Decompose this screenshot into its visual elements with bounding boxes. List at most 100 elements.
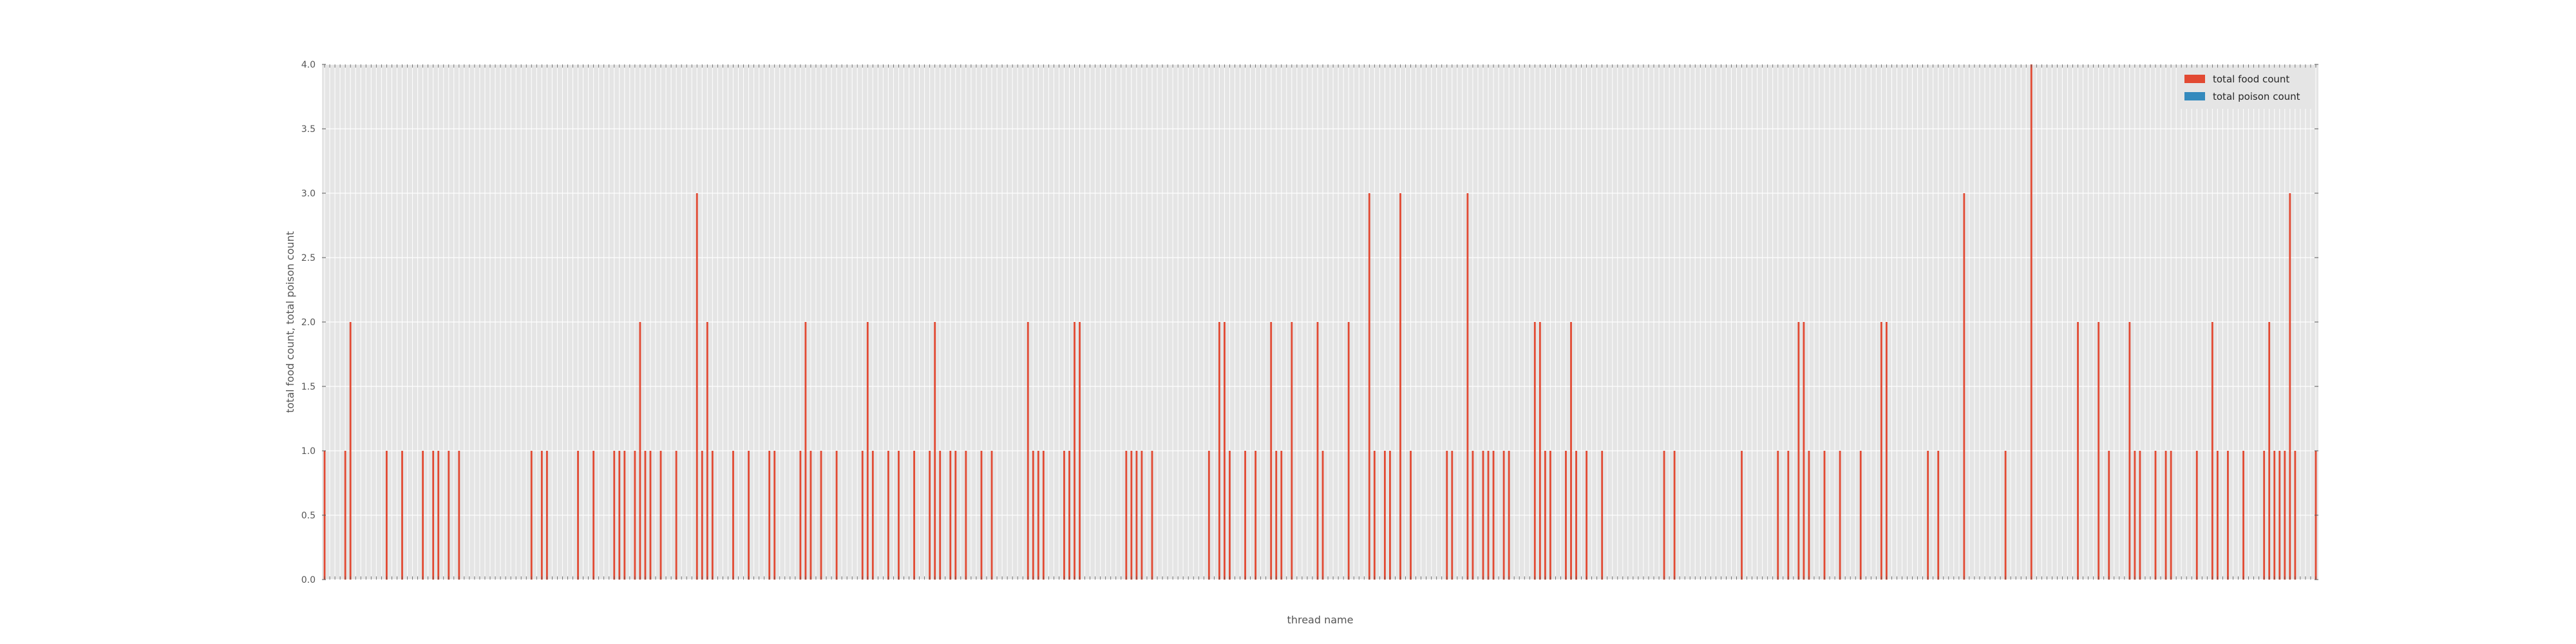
food-bar	[2216, 451, 2219, 580]
food-bar	[810, 451, 812, 580]
food-bar	[820, 451, 822, 580]
food-bar	[1218, 322, 1220, 580]
food-bar	[1383, 451, 1386, 580]
food-bar	[422, 451, 424, 580]
food-bar	[1291, 322, 1293, 580]
food-bar	[965, 451, 967, 580]
food-bar	[1885, 322, 1888, 580]
food-bar	[577, 451, 579, 580]
legend-box	[2177, 68, 2313, 109]
food-bar	[530, 451, 533, 580]
food-bar	[2004, 451, 2007, 580]
food-bar	[2273, 451, 2276, 580]
food-bar	[592, 451, 595, 580]
x-axis-ticks	[324, 64, 2316, 580]
food-bar	[540, 451, 543, 580]
food-bar	[1373, 451, 1376, 580]
food-bar	[696, 193, 698, 580]
food-bar	[1270, 322, 1273, 580]
food-bar	[618, 451, 621, 580]
food-bar	[866, 322, 869, 580]
food-bar	[1063, 451, 1065, 580]
food-bar	[1492, 451, 1495, 580]
food-bar	[1539, 322, 1541, 580]
food-bar	[1068, 451, 1070, 580]
food-bar	[437, 451, 440, 580]
food-bar	[644, 451, 647, 580]
food-bar	[990, 451, 993, 580]
food-bar	[1316, 322, 1319, 580]
food-bar	[1937, 451, 1940, 580]
food-bar	[1399, 193, 1401, 580]
food-bar	[1839, 451, 1841, 580]
food-bar	[929, 451, 931, 580]
food-bar	[2195, 451, 2198, 580]
food-bar	[1368, 193, 1370, 580]
food-bar	[949, 451, 952, 580]
food-bar	[1823, 451, 1826, 580]
food-bar	[649, 451, 652, 580]
food-bar	[1244, 451, 1246, 580]
food-bar	[1927, 451, 1929, 580]
food-bar	[1533, 322, 1536, 580]
food-bar	[2284, 451, 2286, 580]
food-bar	[1321, 451, 1324, 580]
food-bar	[706, 322, 708, 580]
food-bar	[401, 451, 403, 580]
food-bar	[711, 451, 714, 580]
food-bar	[861, 451, 864, 580]
food-bar	[701, 451, 703, 580]
food-bar	[1074, 322, 1075, 580]
food-bar	[835, 451, 838, 580]
food-bar	[545, 451, 548, 580]
food-bar	[1151, 451, 1153, 580]
food-bar	[1255, 451, 1257, 580]
food-bar	[1347, 322, 1350, 580]
food-bar	[1280, 451, 1283, 580]
food-bar	[448, 451, 450, 580]
food-bar	[1808, 451, 1810, 580]
food-bar	[1229, 451, 1231, 580]
food-bar	[2211, 322, 2213, 580]
food-bar	[1472, 451, 1474, 580]
food-bar	[1673, 451, 1676, 580]
food-bar	[1410, 451, 1412, 580]
food-bar	[2268, 322, 2271, 580]
food-bar	[1141, 451, 1143, 580]
food-bar	[639, 322, 641, 580]
food-bar	[1208, 451, 1210, 580]
y-tick-label: 1.5	[301, 382, 316, 392]
food-bar	[1224, 322, 1226, 580]
food-bar	[1027, 322, 1029, 580]
food-bar	[1487, 451, 1490, 580]
food-bar	[659, 451, 662, 580]
food-bar	[344, 451, 346, 580]
food-bar	[1963, 193, 1965, 580]
food-bar	[623, 451, 626, 580]
food-bar	[458, 451, 460, 580]
food-bar	[1544, 451, 1546, 580]
food-bar	[1502, 451, 1505, 580]
food-bar	[613, 451, 616, 580]
food-bar	[1741, 451, 1743, 580]
food-bar	[1663, 451, 1665, 580]
food-bar	[1575, 451, 1577, 580]
food-bar	[1859, 451, 1862, 580]
food-bar	[1446, 451, 1448, 580]
food-bar	[871, 451, 874, 580]
food-bar	[1797, 322, 1800, 580]
food-bar	[748, 451, 750, 580]
legend-swatch-food	[2184, 75, 2205, 83]
food-bar	[799, 451, 802, 580]
food-bar	[675, 451, 677, 580]
food-bar	[2154, 451, 2157, 580]
food-bar	[1880, 322, 1882, 580]
food-bar	[1037, 451, 1039, 580]
food-bar	[1389, 451, 1391, 580]
legend: total food count total poison count	[2177, 68, 2313, 109]
y-axis-ticks: 0.0 0.5 1.0 1.5 2.0 2.5 3.0 3.5 4.0	[301, 60, 2318, 585]
food-bar	[804, 322, 807, 580]
bars	[323, 64, 2317, 580]
legend-swatch-poison	[2184, 92, 2205, 100]
food-bar	[1601, 451, 1604, 580]
